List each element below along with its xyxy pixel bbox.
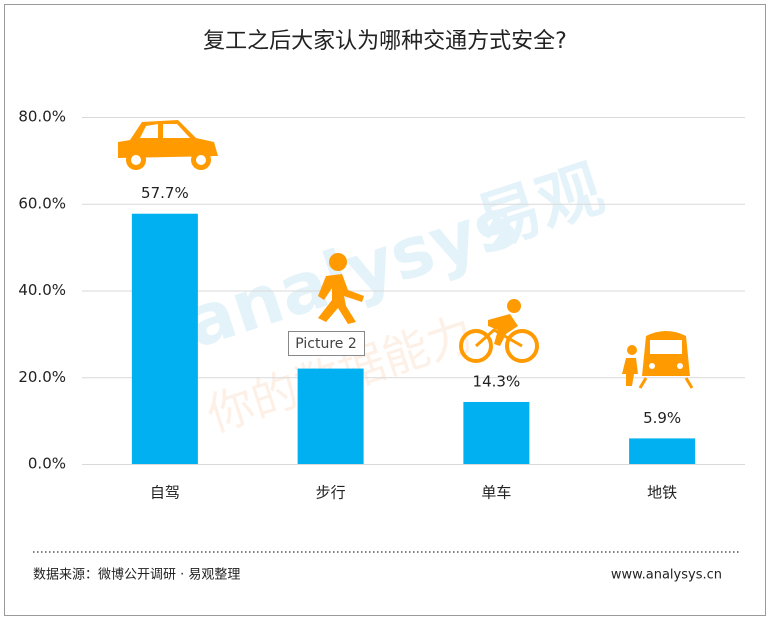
value-label: 5.9% — [643, 409, 681, 427]
y-tick-label: 80.0% — [18, 108, 66, 126]
y-tick-label: 60.0% — [18, 194, 66, 212]
footer-source: 数据来源：微博公开调研 · 易观整理 — [33, 568, 240, 583]
metro-icon — [622, 331, 694, 389]
bar — [629, 438, 696, 464]
bike-icon — [459, 299, 539, 363]
value-label: 14.3% — [473, 372, 521, 390]
y-tick-label: 20.0% — [18, 368, 66, 386]
y-tick-label: 0.0% — [28, 455, 66, 473]
frame — [4, 4, 766, 616]
bar — [297, 368, 364, 464]
footer-url: www.analysys.cn — [611, 568, 722, 583]
y-tick-label: 40.0% — [18, 281, 66, 299]
car-icon — [118, 120, 218, 170]
x-tick-label: 单车 — [481, 484, 511, 502]
bar — [463, 401, 530, 464]
x-tick-label: 地铁 — [647, 484, 677, 502]
bar — [131, 213, 198, 464]
plot: 0.0% 20.0% 40.0% 60.0% 80.0% 自驾 57.7% 步行 单车 14.3%… — [18, 108, 745, 502]
tooltip-text: Picture 2 — [295, 336, 357, 352]
tooltip-box — [288, 331, 365, 356]
tooltip: Picture 2 — [288, 331, 365, 356]
value-label: 57.7% — [141, 184, 189, 202]
x-tick-label: 自驾 — [150, 484, 180, 502]
walk-icon — [318, 253, 364, 324]
x-tick-label: 步行 — [316, 484, 346, 502]
chart-title: 复工之后大家认为哪种交通方式安全? — [203, 29, 567, 54]
